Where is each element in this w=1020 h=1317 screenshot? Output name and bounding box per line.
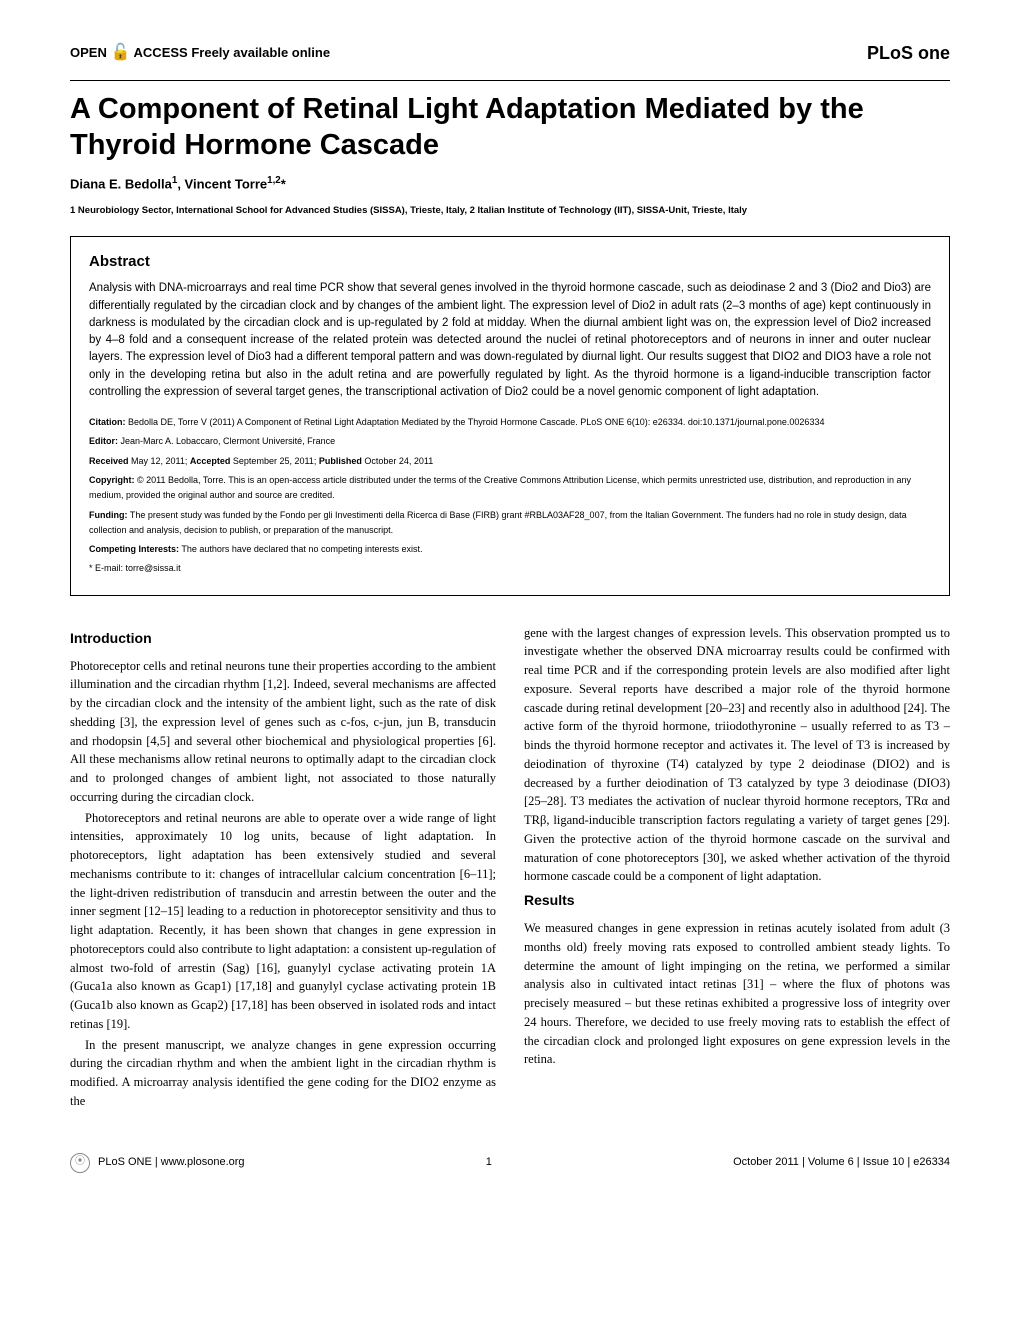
access-label: ACCESS <box>134 45 188 60</box>
header-bar: OPEN 🔓 ACCESS Freely available online PL… <box>70 40 950 66</box>
author-1: Diana E. Bedolla <box>70 176 172 191</box>
intro-heading: Introduction <box>70 628 496 649</box>
footer-logo-icon: ⦿ <box>70 1153 90 1173</box>
intro-p1: Photoreceptor cells and retinal neurons … <box>70 657 496 807</box>
abstract-text: Analysis with DNA-microarrays and real t… <box>89 280 931 401</box>
email-line: * E-mail: torre@sissa.it <box>89 561 931 576</box>
results-heading: Results <box>524 890 950 911</box>
abstract-heading: Abstract <box>89 251 931 273</box>
open-access-label: OPEN 🔓 ACCESS Freely available online <box>70 41 330 64</box>
intro-p2: Photoreceptors and retinal neurons are a… <box>70 809 496 1034</box>
competing-text: The authors have declared that no compet… <box>179 544 422 554</box>
published-label: Published <box>319 456 362 466</box>
author-2: , Vincent Torre <box>177 176 267 191</box>
one-text: one <box>918 43 950 63</box>
received-label: Received <box>89 456 129 466</box>
editor-line: Editor: Jean-Marc A. Lobaccaro, Clermont… <box>89 434 931 449</box>
abstract-box: Abstract Analysis with DNA-microarrays a… <box>70 236 950 596</box>
corr-star: * <box>281 176 286 191</box>
published-text: October 24, 2011 <box>362 456 433 466</box>
results-p1: We measured changes in gene expression i… <box>524 919 950 1069</box>
competing-label: Competing Interests: <box>89 544 179 554</box>
article-title: A Component of Retinal Light Adaptation … <box>70 91 950 164</box>
column-left: Introduction Photoreceptor cells and ret… <box>70 624 496 1113</box>
authors-line: Diana E. Bedolla1, Vincent Torre1,2* <box>70 174 950 194</box>
open-access-icon: 🔓 <box>110 44 130 61</box>
editor-text: Jean-Marc A. Lobaccaro, Clermont Univers… <box>118 436 335 446</box>
meta-block: Citation: Bedolla DE, Torre V (2011) A C… <box>89 415 931 577</box>
plos-text: PLoS <box>867 43 913 63</box>
open-label: OPEN <box>70 45 107 60</box>
email-label: * E-mail: <box>89 563 126 573</box>
received-text: May 12, 2011; <box>129 456 190 466</box>
footer-left-text: PLoS ONE | www.plosone.org <box>98 1155 245 1171</box>
journal-logo: PLoS one <box>867 40 950 66</box>
copyright-line: Copyright: © 2011 Bedolla, Torre. This i… <box>89 473 931 504</box>
competing-line: Competing Interests: The authors have de… <box>89 542 931 557</box>
footer-left: ⦿ PLoS ONE | www.plosone.org <box>70 1153 245 1173</box>
accepted-label: Accepted <box>190 456 231 466</box>
citation-line: Citation: Bedolla DE, Torre V (2011) A C… <box>89 415 931 430</box>
citation-text: Bedolla DE, Torre V (2011) A Component o… <box>126 417 825 427</box>
author-2-aff: 1,2 <box>267 175 281 186</box>
affiliations: 1 Neurobiology Sector, International Sch… <box>70 204 950 218</box>
citation-label: Citation: <box>89 417 126 427</box>
col2-p1: gene with the largest changes of express… <box>524 624 950 887</box>
aff-text: 1 Neurobiology Sector, International Sch… <box>70 205 747 216</box>
copyright-text: © 2011 Bedolla, Torre. This is an open-a… <box>89 475 911 500</box>
body-columns: Introduction Photoreceptor cells and ret… <box>70 624 950 1113</box>
freely-label: Freely available online <box>191 45 330 60</box>
funding-line: Funding: The present study was funded by… <box>89 508 931 539</box>
footer-right-text: October 2011 | Volume 6 | Issue 10 | e26… <box>733 1155 950 1171</box>
email-text: torre@sissa.it <box>126 563 181 573</box>
funding-text: The present study was funded by the Fond… <box>89 510 907 535</box>
copyright-label: Copyright: <box>89 475 135 485</box>
footer-page-number: 1 <box>486 1155 492 1171</box>
page-footer: ⦿ PLoS ONE | www.plosone.org 1 October 2… <box>70 1153 950 1173</box>
editor-label: Editor: <box>89 436 118 446</box>
column-right: gene with the largest changes of express… <box>524 624 950 1113</box>
dates-line: Received May 12, 2011; Accepted Septembe… <box>89 454 931 469</box>
accepted-text: September 25, 2011; <box>230 456 318 466</box>
intro-p3: In the present manuscript, we analyze ch… <box>70 1036 496 1111</box>
funding-label: Funding: <box>89 510 127 520</box>
title-rule <box>70 80 950 81</box>
